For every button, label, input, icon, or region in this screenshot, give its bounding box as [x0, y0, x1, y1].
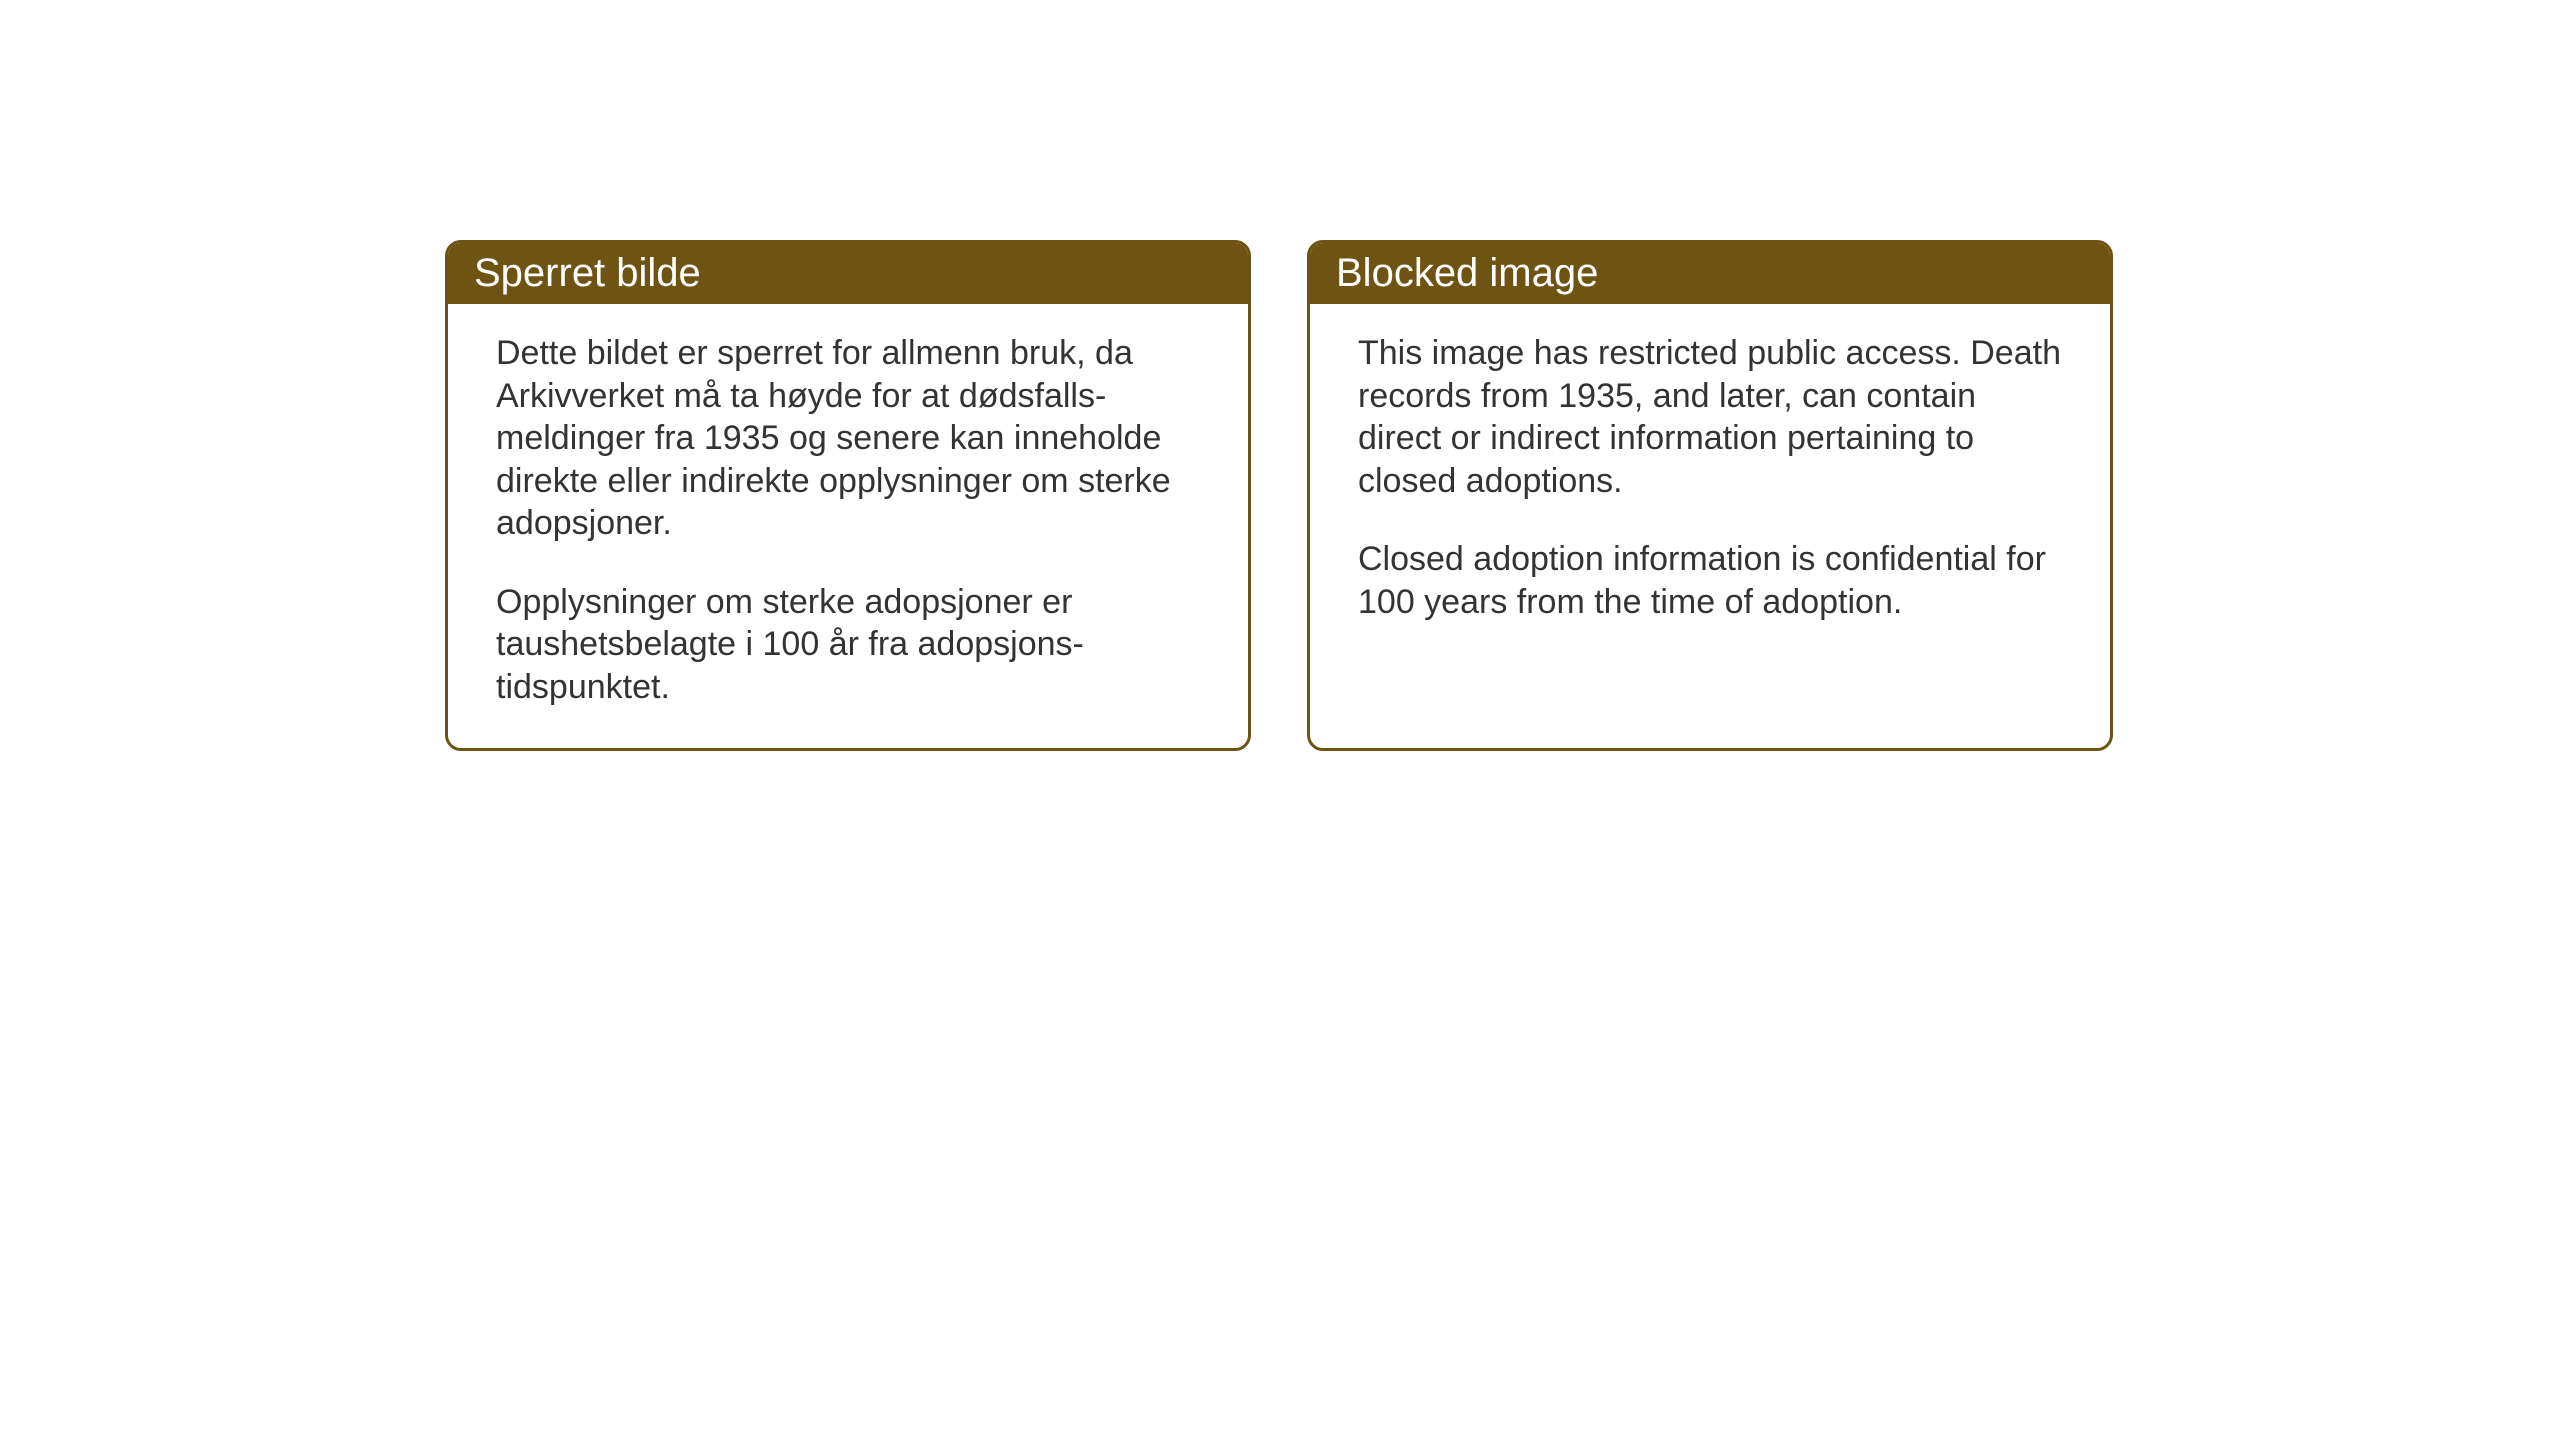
- card-paragraph-norwegian-1: Dette bildet er sperret for allmenn bruk…: [496, 332, 1200, 545]
- card-title-english: Blocked image: [1336, 251, 1598, 295]
- card-english: Blocked image This image has restricted …: [1307, 240, 2113, 751]
- card-body-english: This image has restricted public access.…: [1310, 304, 2110, 663]
- card-paragraph-norwegian-2: Opplysninger om sterke adopsjoner er tau…: [496, 581, 1200, 709]
- card-paragraph-english-2: Closed adoption information is confident…: [1358, 538, 2062, 623]
- card-body-norwegian: Dette bildet er sperret for allmenn bruk…: [448, 304, 1248, 748]
- card-header-english: Blocked image: [1310, 243, 2110, 304]
- cards-container: Sperret bilde Dette bildet er sperret fo…: [445, 240, 2113, 751]
- card-header-norwegian: Sperret bilde: [448, 243, 1248, 304]
- card-norwegian: Sperret bilde Dette bildet er sperret fo…: [445, 240, 1251, 751]
- card-paragraph-english-1: This image has restricted public access.…: [1358, 332, 2062, 502]
- card-title-norwegian: Sperret bilde: [474, 251, 701, 295]
